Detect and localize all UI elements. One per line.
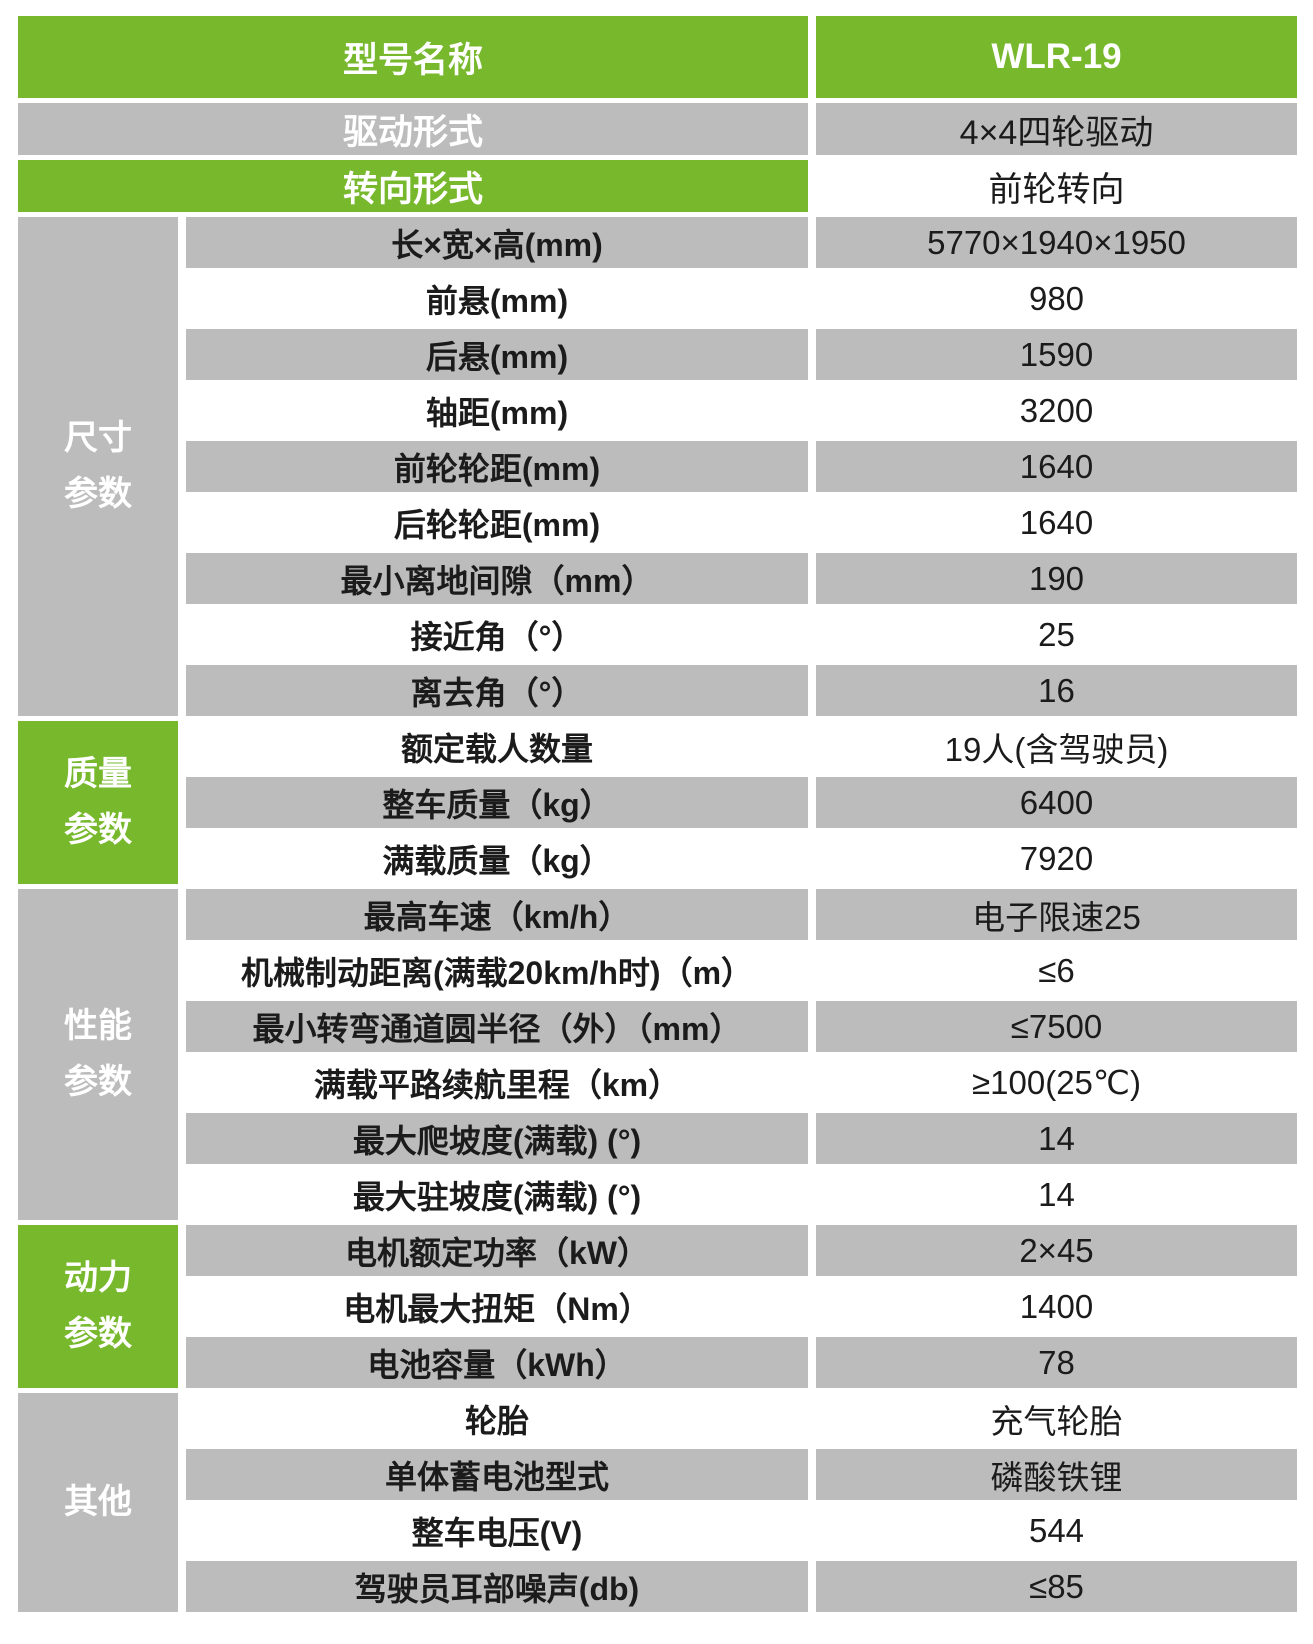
table-row: 电机最大扭矩（Nm） 1400 (186, 1281, 1297, 1332)
group-label-other: 其他 (18, 1393, 178, 1612)
param-value: 16 (816, 665, 1297, 716)
table-row: 前悬(mm) 980 (186, 273, 1297, 324)
param-label: 离去角（°） (186, 665, 808, 716)
param-label: 最大驻坡度(满载) (°) (186, 1169, 808, 1220)
table-row: 驾驶员耳部噪声(db) ≤85 (186, 1561, 1297, 1612)
param-value: 190 (816, 553, 1297, 604)
param-label: 电机最大扭矩（Nm） (186, 1281, 808, 1332)
param-value: 7920 (816, 833, 1297, 884)
param-label: 轴距(mm) (186, 385, 808, 436)
table-row: 最小转弯通道圆半径（外）（mm） ≤7500 (186, 1001, 1297, 1052)
param-label: 最小离地间隙（mm） (186, 553, 808, 604)
section-other: 其他 轮胎 充气轮胎 单体蓄电池型式 磷酸铁锂 整车电压(V) 544 驾驶员耳… (18, 1393, 1297, 1612)
param-value: 2×45 (816, 1225, 1297, 1276)
table-row: 电池容量（kWh） 78 (186, 1337, 1297, 1388)
param-label: 整车电压(V) (186, 1505, 808, 1556)
param-value: 544 (816, 1505, 1297, 1556)
param-label: 驾驶员耳部噪声(db) (186, 1561, 808, 1612)
section-performance: 性能 参数 最高车速（km/h） 电子限速25 机械制动距离(满载20km/h时… (18, 889, 1297, 1220)
table-row: 额定载人数量 19人(含驾驶员) (186, 721, 1297, 772)
header-row-steering: 转向形式 前轮转向 (18, 160, 1297, 212)
table-row: 后轮轮距(mm) 1640 (186, 497, 1297, 548)
param-value: 电子限速25 (816, 889, 1297, 940)
param-label: 机械制动距离(满载20km/h时)（m） (186, 945, 808, 996)
param-value: 6400 (816, 777, 1297, 828)
param-value: 14 (816, 1169, 1297, 1220)
table-row: 单体蓄电池型式 磷酸铁锂 (186, 1449, 1297, 1500)
param-value: 磷酸铁锂 (816, 1449, 1297, 1500)
param-value: ≥100(25℃) (816, 1057, 1297, 1108)
param-label: 后悬(mm) (186, 329, 808, 380)
param-label: 长×宽×高(mm) (186, 217, 808, 268)
param-label: 整车质量（kg） (186, 777, 808, 828)
model-name-value: WLR-19 (816, 16, 1297, 98)
param-value: 19人(含驾驶员) (816, 721, 1297, 772)
table-row: 满载质量（kg） 7920 (186, 833, 1297, 884)
param-value: 1640 (816, 497, 1297, 548)
group-label-dimensions: 尺寸 参数 (18, 217, 178, 716)
table-row: 最高车速（km/h） 电子限速25 (186, 889, 1297, 940)
param-label: 满载平路续航里程（km） (186, 1057, 808, 1108)
drive-type-label: 驱动形式 (18, 103, 808, 155)
section-power: 动力 参数 电机额定功率（kW） 2×45 电机最大扭矩（Nm） 1400 电池… (18, 1225, 1297, 1388)
param-label: 电池容量（kWh） (186, 1337, 808, 1388)
param-value: 980 (816, 273, 1297, 324)
param-value: 25 (816, 609, 1297, 660)
param-label: 电机额定功率（kW） (186, 1225, 808, 1276)
table-row: 满载平路续航里程（km） ≥100(25℃) (186, 1057, 1297, 1108)
table-row: 长×宽×高(mm) 5770×1940×1950 (186, 217, 1297, 268)
spec-table: 型号名称 WLR-19 驱动形式 4×4四轮驱动 转向形式 前轮转向 尺寸 参数… (18, 16, 1297, 1612)
param-label: 额定载人数量 (186, 721, 808, 772)
param-value: 1400 (816, 1281, 1297, 1332)
param-value: 5770×1940×1950 (816, 217, 1297, 268)
table-row: 后悬(mm) 1590 (186, 329, 1297, 380)
param-label: 单体蓄电池型式 (186, 1449, 808, 1500)
param-value: ≤7500 (816, 1001, 1297, 1052)
param-value: ≤6 (816, 945, 1297, 996)
drive-type-value: 4×4四轮驱动 (816, 103, 1297, 155)
table-row: 整车质量（kg） 6400 (186, 777, 1297, 828)
header-row-drive: 驱动形式 4×4四轮驱动 (18, 103, 1297, 155)
param-label: 前悬(mm) (186, 273, 808, 324)
table-row: 轴距(mm) 3200 (186, 385, 1297, 436)
param-label: 前轮轮距(mm) (186, 441, 808, 492)
section-mass: 质量 参数 额定载人数量 19人(含驾驶员) 整车质量（kg） 6400 满载质… (18, 721, 1297, 884)
param-label: 最高车速（km/h） (186, 889, 808, 940)
param-label: 最大爬坡度(满载) (°) (186, 1113, 808, 1164)
table-row: 最大爬坡度(满载) (°) 14 (186, 1113, 1297, 1164)
table-row: 接近角（°） 25 (186, 609, 1297, 660)
param-value: ≤85 (816, 1561, 1297, 1612)
param-label: 最小转弯通道圆半径（外）（mm） (186, 1001, 808, 1052)
group-label-mass: 质量 参数 (18, 721, 178, 884)
param-value: 14 (816, 1113, 1297, 1164)
steering-type-value: 前轮转向 (816, 160, 1297, 212)
param-value: 充气轮胎 (816, 1393, 1297, 1444)
model-name-label: 型号名称 (18, 16, 808, 98)
param-label: 后轮轮距(mm) (186, 497, 808, 548)
param-label: 满载质量（kg） (186, 833, 808, 884)
table-row: 电机额定功率（kW） 2×45 (186, 1225, 1297, 1276)
section-dimensions: 尺寸 参数 长×宽×高(mm) 5770×1940×1950 前悬(mm) 98… (18, 217, 1297, 716)
table-row: 轮胎 充气轮胎 (186, 1393, 1297, 1444)
table-row: 机械制动距离(满载20km/h时)（m） ≤6 (186, 945, 1297, 996)
param-value: 1590 (816, 329, 1297, 380)
table-row: 最小离地间隙（mm） 190 (186, 553, 1297, 604)
group-label-power: 动力 参数 (18, 1225, 178, 1388)
table-row: 最大驻坡度(满载) (°) 14 (186, 1169, 1297, 1220)
table-row: 前轮轮距(mm) 1640 (186, 441, 1297, 492)
param-value: 1640 (816, 441, 1297, 492)
param-label: 接近角（°） (186, 609, 808, 660)
group-label-performance: 性能 参数 (18, 889, 178, 1220)
param-label: 轮胎 (186, 1393, 808, 1444)
param-value: 78 (816, 1337, 1297, 1388)
table-row: 离去角（°） 16 (186, 665, 1297, 716)
header-row-model: 型号名称 WLR-19 (18, 16, 1297, 98)
param-value: 3200 (816, 385, 1297, 436)
table-row: 整车电压(V) 544 (186, 1505, 1297, 1556)
steering-type-label: 转向形式 (18, 160, 808, 212)
